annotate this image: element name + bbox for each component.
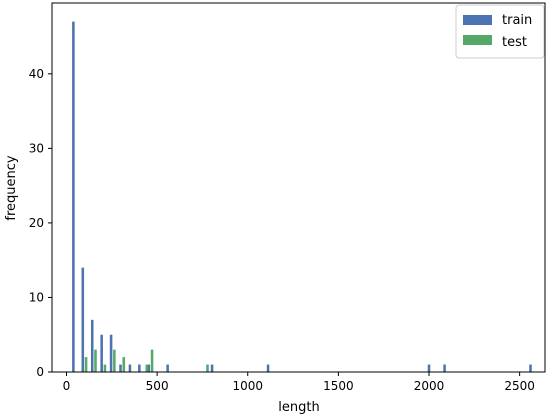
bar-train-13	[443, 364, 446, 372]
x-axis-label: length	[278, 400, 319, 415]
legend-swatch-test	[463, 35, 492, 45]
bar-test-4	[122, 357, 126, 372]
bar-test-5	[145, 364, 149, 372]
x-tick-label: 0	[63, 379, 71, 393]
x-tick-label: 1500	[323, 379, 354, 393]
bar-train-7	[138, 364, 141, 372]
bar-test-7	[206, 364, 209, 372]
bar-train-4	[109, 334, 113, 372]
bar-train-9	[166, 364, 169, 372]
x-axis: 0 500 1000 1500 2000 2500	[63, 372, 535, 393]
bar-test-6	[150, 349, 154, 372]
plot-frame	[51, 2, 546, 373]
bar-train-1	[81, 267, 85, 372]
legend: train test	[455, 4, 545, 59]
x-tick-label: 2000	[414, 379, 445, 393]
bar-test-3	[113, 349, 116, 372]
y-axis-label: frequency	[4, 155, 19, 221]
bar-train-3	[100, 334, 103, 372]
bar-train-5	[119, 364, 122, 372]
y-tick-label: 10	[29, 290, 44, 304]
legend-label-test: test	[502, 35, 527, 50]
y-tick-label: 30	[29, 141, 44, 155]
bar-train-8	[147, 364, 151, 372]
bar-train-11	[266, 364, 270, 372]
bar-test-2	[103, 364, 107, 372]
bar-train-10	[210, 364, 214, 372]
x-tick-label: 1000	[232, 379, 263, 393]
x-tick-label: 500	[146, 379, 169, 393]
y-tick-label: 20	[29, 216, 44, 230]
y-axis: 0 10 20 30 40	[29, 67, 52, 379]
bar-test-1	[94, 349, 97, 372]
bars-layer	[72, 21, 532, 372]
bar-train-0	[72, 21, 75, 372]
bar-train-12	[427, 364, 431, 372]
y-tick-label: 40	[29, 67, 44, 81]
bar-train-14	[529, 364, 532, 372]
bar-train-2	[90, 319, 94, 372]
bar-test-0	[84, 357, 88, 372]
x-tick-label: 2500	[504, 379, 535, 393]
bar-train-6	[128, 364, 132, 372]
legend-label-train: train	[502, 13, 532, 28]
y-tick-label: 0	[36, 365, 44, 379]
legend-swatch-train	[463, 15, 492, 25]
